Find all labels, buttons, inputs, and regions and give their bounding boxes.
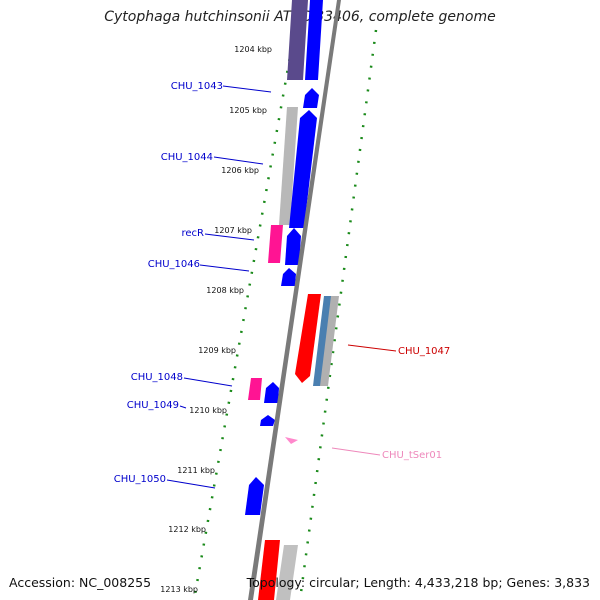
gene-arrow-chu-1049 [260,415,275,426]
chu1047-gray-band [320,296,339,386]
gene-labels: CHU_1043 CHU_1044 recR CHU_1046 CHU_1047… [114,81,450,489]
gc-band-gray-1044 [279,107,298,225]
tick-label-1211: 1211 kbp [177,466,215,475]
gene-block-bottom-gray [276,545,298,600]
gene-label-chu-1050[interactable]: CHU_1050 [114,474,166,485]
chu1048-rna-block [248,378,262,400]
genome-axis [248,0,341,600]
gene-label-chu-1043[interactable]: CHU_1043 [171,81,223,92]
gene-arrow-chu-1044 [289,110,317,228]
gene-label-chu-1047[interactable]: CHU_1047 [398,346,450,357]
chu1047-steel-band [313,296,332,386]
gene-label-chu-1044[interactable]: CHU_1044 [161,152,213,163]
gc-band-purple-top [287,0,308,80]
tick-label-1206: 1206 kbp [221,166,259,175]
gene-arrow-chu-1048 [264,382,279,403]
tick-label-1212: 1212 kbp [168,525,206,534]
gene-block-bottom-red [258,540,280,600]
accession-text: Accession: NC_008255 [9,575,152,590]
tick-labels: 1204 kbp 1205 kbp 1206 kbp 1207 kbp 1208… [160,45,272,594]
tick-label-1210: 1210 kbp [189,406,227,415]
tick-label-1213: 1213 kbp [160,585,198,594]
summary-text: Topology: circular; Length: 4,433,218 bp… [246,575,590,590]
tick-label-1204: 1204 kbp [234,45,272,54]
gene-arrow-chu-1043 [303,88,319,108]
tick-label-1205: 1205 kbp [229,106,267,115]
recr-rna-block [268,225,283,263]
gene-arrow-chu-1047 [295,294,321,383]
gene-block-top-blue [305,0,323,80]
tick-label-1209: 1209 kbp [198,346,236,355]
tick-label-1208: 1208 kbp [206,286,244,295]
gene-label-rec-r[interactable]: recR [182,228,205,239]
gene-arrow-chu-1050 [245,477,264,515]
tick-label-1207: 1207 kbp [214,226,252,235]
gene-label-chu-tser01[interactable]: CHU_tSer01 [382,450,442,461]
trna-chu-tser01 [285,437,298,444]
gene-arrow-chu-1046 [281,268,296,286]
gene-label-chu-1048[interactable]: CHU_1048 [131,372,183,383]
gene-arrow-rec-r [285,228,301,265]
gene-label-chu-1049[interactable]: CHU_1049 [127,400,179,411]
gene-label-chu-1046[interactable]: CHU_1046 [148,259,200,270]
